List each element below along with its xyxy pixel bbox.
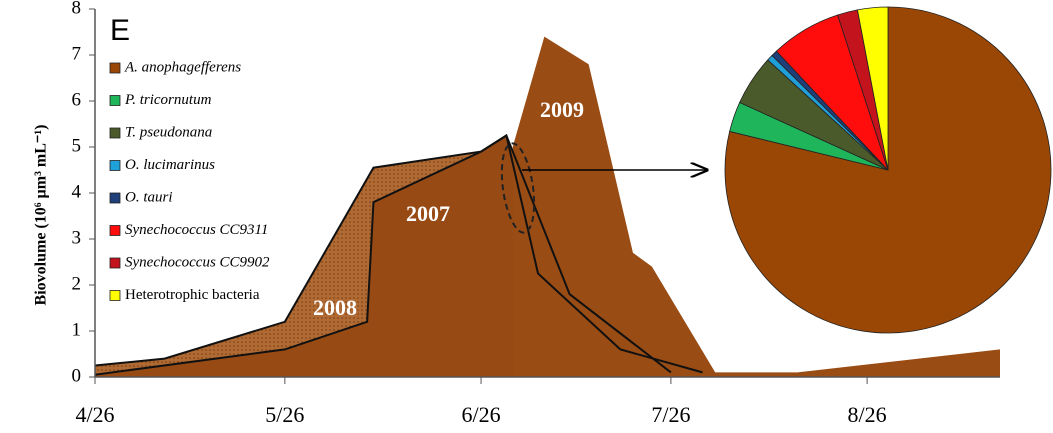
panel-label: E — [110, 14, 130, 47]
legend-swatch — [109, 290, 121, 301]
legend-label: Heterotrophic bacteria — [125, 287, 260, 303]
annotation: 2008 — [313, 295, 357, 320]
y-tick-label: 1 — [72, 319, 82, 340]
y-tick-label: 4 — [72, 181, 82, 202]
legend-swatch — [109, 62, 121, 74]
y-tick-label: 8 — [72, 0, 82, 18]
legend-label: P. tricornutum — [124, 92, 212, 108]
legend: A. anophagefferens P. tricornutum T. pseud… — [109, 59, 270, 303]
line — [94, 134, 672, 376]
legend-swatch — [109, 192, 121, 204]
pie — [724, 6, 1052, 334]
y-tick-label: 3 — [72, 227, 82, 248]
y-axis-label: Biovolume (10⁶ µm³ mL⁻¹) — [33, 125, 50, 306]
legend-label: O. tauri — [125, 189, 173, 205]
y-tick-label: 0 — [72, 365, 82, 386]
legend-swatch — [109, 225, 121, 236]
legend-label: Synechococcus CC9311 — [125, 222, 268, 238]
y-tick-label: 7 — [72, 43, 82, 64]
x-tick-label: 6/26 — [461, 402, 500, 427]
legend-label: Synechococcus CC9902 — [125, 254, 270, 270]
y-tick-label: 6 — [72, 89, 82, 110]
legend-swatch — [109, 160, 121, 171]
y-tick-label: 5 — [72, 135, 82, 156]
legend-swatch — [109, 127, 121, 139]
legend-swatch — [109, 95, 121, 106]
x-tick-label: 4/26 — [75, 402, 114, 427]
plot-area: 0 1 2 3 4 5 6 7 8 4/26 5/26 6/26 7/26 8/26 — [72, 0, 1000, 427]
area — [512, 36, 1000, 377]
legend-swatch — [109, 257, 121, 269]
pie-slice — [856, 6, 889, 171]
x-tick-label: 8/26 — [848, 402, 887, 427]
x-tick-label: 7/26 — [651, 402, 690, 427]
legend-label: T. pseudonana — [125, 124, 212, 140]
annotation: 2009 — [540, 97, 584, 122]
annotation: 2007 — [406, 201, 450, 226]
legend-label: O. lucimarinus — [125, 157, 215, 173]
legend-label: A. anophagefferens — [124, 59, 241, 75]
x-tick-label: 5/26 — [265, 402, 304, 427]
highlight-ellipse — [500, 142, 536, 234]
y-tick-label: 2 — [72, 273, 82, 294]
